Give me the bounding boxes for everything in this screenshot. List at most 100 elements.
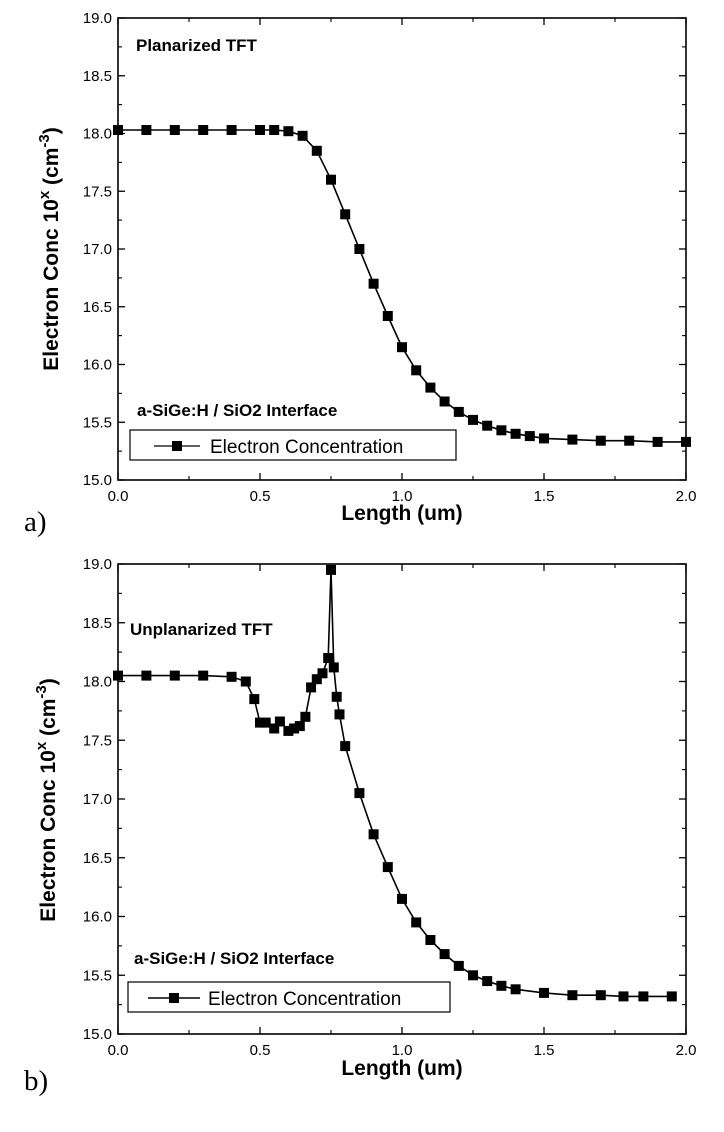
data-series <box>113 125 691 447</box>
y-axis-title-unit-exponent: -3 <box>33 685 50 698</box>
panel-title: Unplanarized TFT <box>130 620 273 639</box>
legend: Electron Concentration <box>127 981 451 1013</box>
data-point <box>326 564 336 575</box>
y-axis-title-unit-close: ) <box>37 678 60 685</box>
data-point <box>482 976 493 987</box>
y-tick-label: 15.0 <box>83 472 112 489</box>
y-tick-label: 17.0 <box>83 241 112 258</box>
data-point <box>482 420 493 431</box>
data-point <box>666 991 677 1002</box>
data-point <box>397 342 407 353</box>
data-point <box>269 125 280 135</box>
data-point <box>652 436 663 447</box>
y-tick-label: 18.5 <box>83 615 112 632</box>
data-point <box>539 433 549 444</box>
x-tick-label: 2.0 <box>676 1042 697 1059</box>
data-series <box>113 564 677 1002</box>
panel-title: Planarized TFT <box>136 36 258 55</box>
data-point <box>323 653 334 663</box>
data-point <box>269 723 280 734</box>
y-axis-title-unit-exponent: -3 <box>36 134 53 147</box>
data-point <box>368 278 379 289</box>
panel-label: b) <box>24 1065 48 1097</box>
y-tick-label: 18.0 <box>83 674 112 691</box>
y-tick-label: 18.5 <box>83 68 112 85</box>
y-tick-label: 15.5 <box>83 414 112 431</box>
data-point <box>638 991 649 1002</box>
y-axis-title: Electron Conc 10x (cm-3) <box>33 678 60 921</box>
y-axis-title-unit: (cm <box>40 148 63 191</box>
y-axis-title: Electron Conc 10x (cm-3) <box>36 127 63 370</box>
legend-marker <box>169 993 179 1003</box>
legend-label: Electron Concentration <box>208 989 401 1010</box>
y-tick-label: 15.5 <box>83 967 112 984</box>
data-point <box>141 670 152 681</box>
data-point <box>226 125 237 135</box>
data-point <box>226 671 237 682</box>
data-point <box>141 125 152 135</box>
axis-ticks <box>117 17 687 481</box>
data-point <box>260 717 271 728</box>
data-point <box>397 893 407 904</box>
x-tick-label: 2.0 <box>676 488 697 505</box>
x-tick-labels: 0.0 0.5 1.0 1.5 2.0 <box>108 1042 697 1059</box>
data-point <box>567 434 578 445</box>
data-point <box>169 670 180 681</box>
data-point <box>524 431 535 442</box>
y-tick-label: 17.0 <box>83 791 112 808</box>
y-tick-label: 16.0 <box>83 909 112 926</box>
x-tick-label: 0.0 <box>108 488 129 505</box>
data-point <box>539 987 549 998</box>
data-point <box>425 382 436 393</box>
data-point <box>411 917 422 928</box>
data-point <box>618 991 629 1002</box>
x-axis-title: Length (um) <box>341 1057 462 1080</box>
data-point <box>340 741 351 752</box>
data-point <box>198 125 209 135</box>
data-point <box>468 414 478 425</box>
panel-a: 15.0 15.5 16.0 16.5 17.0 17.5 18.0 18.5 19.0 0.0… <box>24 10 696 538</box>
interface-annotation: a-SiGe:H / SiO2 Interface <box>134 949 334 968</box>
data-point <box>317 668 328 679</box>
data-point <box>439 396 450 407</box>
data-point <box>311 145 322 156</box>
data-point <box>382 862 393 873</box>
axis-ticks <box>117 563 687 1035</box>
data-point <box>198 670 209 681</box>
data-point <box>311 674 322 685</box>
data-point <box>169 125 180 135</box>
y-axis-title-exponent: x <box>33 741 50 750</box>
data-point <box>624 435 635 446</box>
y-tick-label: 17.5 <box>83 183 112 200</box>
y-tick-label: 19.0 <box>83 556 112 573</box>
data-point <box>453 960 464 971</box>
x-tick-labels: 0.0 0.5 1.0 1.5 2.0 <box>108 488 697 505</box>
data-point <box>411 365 422 376</box>
data-point <box>425 935 436 945</box>
data-point <box>240 676 251 687</box>
data-point <box>496 980 507 991</box>
data-point <box>382 311 393 321</box>
data-point <box>496 425 507 436</box>
data-point <box>249 694 260 705</box>
y-tick-label: 16.5 <box>83 299 112 316</box>
data-point <box>297 130 308 141</box>
y-axis-title-unit-close: ) <box>40 127 63 134</box>
legend-label: Electron Concentration <box>210 437 403 458</box>
data-point <box>294 721 305 732</box>
data-point <box>354 788 365 799</box>
data-point <box>453 406 464 417</box>
y-tick-label: 16.5 <box>83 850 112 867</box>
legend-marker <box>172 441 182 451</box>
panel-label: a) <box>24 506 47 538</box>
data-point <box>468 970 478 981</box>
x-tick-label: 0.5 <box>250 488 271 505</box>
data-point <box>328 662 339 673</box>
interface-annotation: a-SiGe:H / SiO2 Interface <box>137 401 337 420</box>
data-point <box>255 717 265 728</box>
legend-box <box>127 981 451 1013</box>
x-tick-label: 0.5 <box>250 1042 271 1059</box>
legend-box <box>129 429 457 461</box>
data-point <box>283 725 294 736</box>
